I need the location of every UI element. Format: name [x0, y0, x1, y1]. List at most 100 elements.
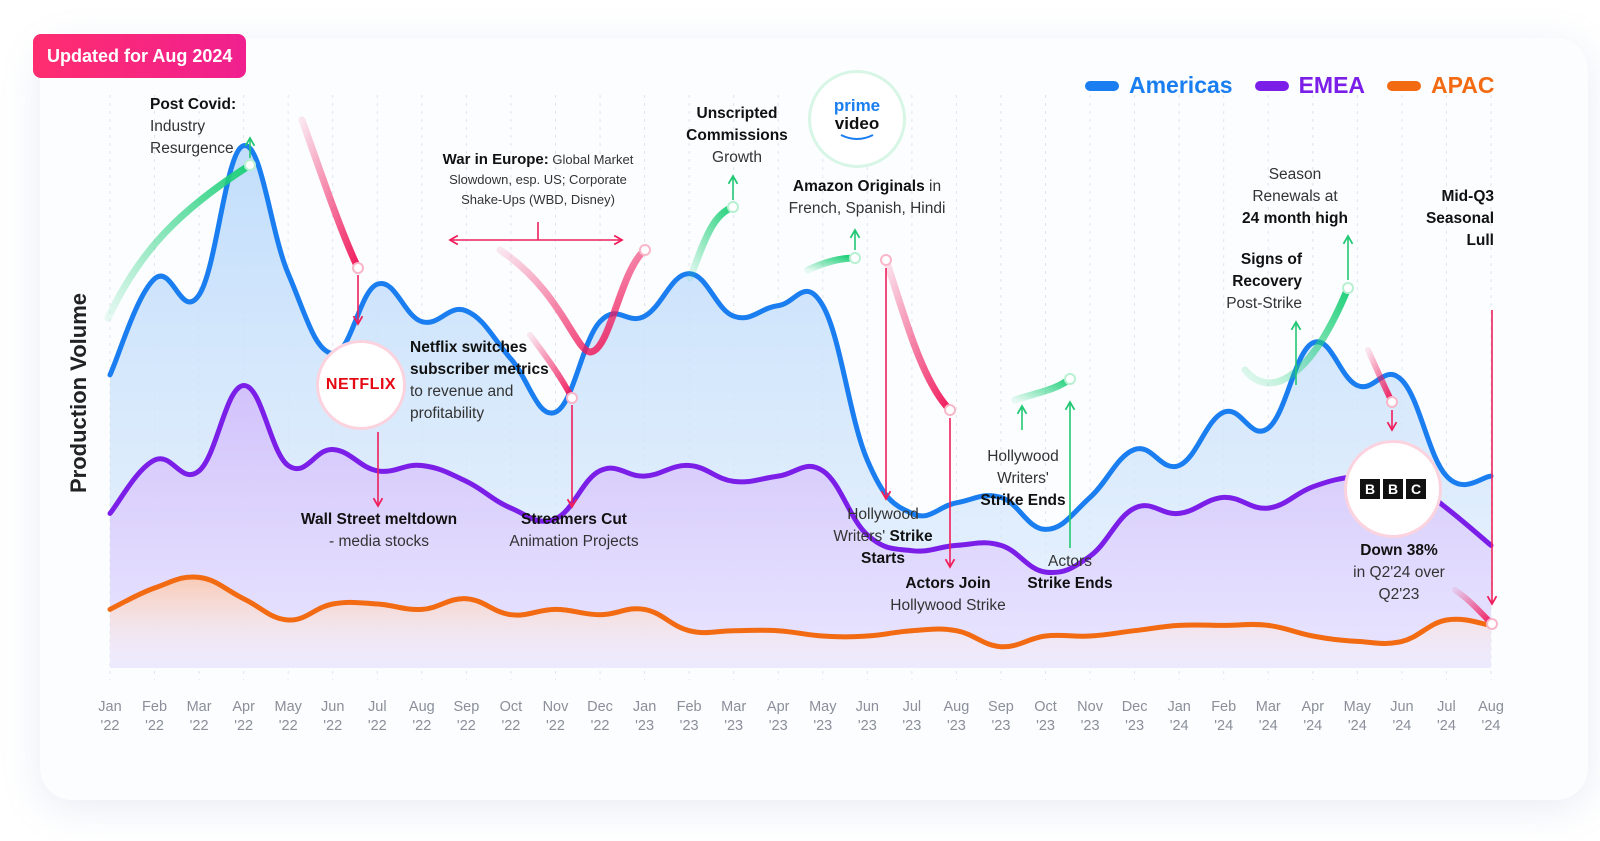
x-tick-year: '22 [189, 718, 209, 734]
trend-node [566, 392, 578, 404]
x-tick-year: '22 [234, 718, 254, 734]
trend-up-post-covid [104, 161, 254, 322]
legend-item-apac[interactable]: APAC [1387, 72, 1495, 99]
ann-bold: Lull [1466, 232, 1494, 249]
x-tick-label: Apr '22 [219, 698, 269, 736]
x-tick-label: Aug '23 [931, 698, 981, 736]
x-tick-month: Apr [1301, 699, 1325, 715]
trend-down-jun22 [298, 116, 362, 272]
legend: Americas EMEA APAC [1085, 72, 1495, 99]
x-tick-month: Sep [988, 699, 1014, 715]
annotation-streamers: Streamers Cut Animation Projects [494, 509, 654, 553]
x-tick-label: Mar '22 [174, 698, 224, 736]
ann-bold: Wall Street meltdown [300, 511, 458, 528]
x-tick-year: '24 [1436, 718, 1456, 734]
ann-line: Slowdown, esp. US; Corporate [449, 172, 627, 187]
series-line-americas[interactable] [107, 143, 1494, 532]
x-tick-year: '23 [813, 718, 833, 734]
x-tick-year: '23 [635, 718, 655, 734]
x-tick-year: '22 [590, 718, 610, 734]
ann-bold: Seasonal [1425, 210, 1494, 227]
annotation-signs: Signs of Recovery Post-Strike [1200, 249, 1302, 315]
ann-bold: Starts [861, 550, 905, 567]
trend-node [880, 254, 892, 266]
legend-label: Americas [1129, 72, 1233, 98]
ann-line: Writers' [833, 528, 886, 545]
legend-swatch [1085, 80, 1119, 91]
x-tick-label: Jan '23 [620, 698, 670, 736]
ann-line: Animation Projects [509, 533, 639, 550]
x-tick-year: '23 [857, 718, 877, 734]
x-tick-month: May [274, 699, 302, 715]
y-axis-label: Production Volume [66, 292, 91, 494]
annotation-writers-end: Hollywood Writers' Strike Ends [962, 446, 1084, 512]
trend-war-europe [496, 246, 649, 356]
x-tick-year: '24 [1347, 718, 1367, 734]
x-tick-month: Nov [542, 699, 569, 715]
legend-item-americas[interactable]: Americas [1085, 72, 1233, 99]
x-tick-month: Jun [321, 699, 345, 715]
ann-bold: Strike Ends [1027, 575, 1113, 592]
x-tick-year: '23 [1125, 718, 1145, 734]
x-tick-month: Jan [98, 699, 122, 715]
legend-swatch [1254, 80, 1289, 91]
trend-up-apr24 [1241, 284, 1352, 387]
x-tick-label: May '22 [263, 698, 313, 736]
ann-line: in [924, 178, 942, 195]
bbc-block: B [1360, 479, 1380, 499]
x-tick-month: Jun [855, 699, 879, 715]
annotation-war-europe: War in Europe: Global Market Slowdown, e… [420, 150, 656, 210]
x-tick-year: '24 [1258, 718, 1278, 734]
legend-label: APAC [1431, 72, 1495, 98]
ann-line: Hollywood [987, 448, 1059, 465]
x-tick-label: Feb '23 [664, 698, 714, 736]
trend-overlays [104, 116, 1498, 630]
x-tick-label: Nov '23 [1065, 698, 1115, 736]
trend-node [244, 159, 256, 171]
x-tick-year: '22 [546, 718, 565, 734]
x-tick-label: Nov '22 [530, 698, 580, 736]
x-tick-year: '24 [1303, 718, 1323, 734]
ann-line: Resurgence [150, 140, 234, 157]
bbc-block: B [1383, 479, 1403, 499]
series-line-apac[interactable] [107, 574, 1494, 650]
legend-item-emea[interactable]: EMEA [1254, 72, 1365, 99]
x-tick-month: Dec [1121, 699, 1148, 715]
x-tick-month: Jul [368, 699, 387, 715]
trend-node [727, 201, 739, 213]
trend-down-nov22 [527, 332, 575, 401]
trend-node [639, 244, 651, 256]
x-tick-year: '24 [1214, 718, 1234, 734]
x-tick-year: '22 [278, 718, 298, 734]
x-tick-label: Apr '24 [1288, 698, 1338, 736]
x-tick-label: Dec '23 [1110, 698, 1160, 736]
x-tick-month: Feb [1211, 699, 1237, 715]
x-tick-month: May [809, 699, 837, 715]
ann-bold: subscriber metrics [410, 361, 549, 378]
annotation-amazon: Amazon Originals in French, Spanish, Hin… [772, 176, 962, 220]
ann-line: - media stocks [329, 533, 429, 550]
x-tick-label: May '24 [1332, 698, 1382, 736]
annotation-actors-end: Actors Strike Ends [1016, 551, 1124, 595]
x-tick-label: Jun '24 [1377, 698, 1427, 736]
x-tick-month: Oct [499, 699, 523, 715]
trend-up-may23 [804, 254, 859, 274]
ann-bold: Strike [889, 528, 933, 545]
x-tick-label: Aug '22 [397, 698, 447, 736]
x-tick-label: Feb '24 [1199, 698, 1249, 736]
annotation-netflix: Netflix switches subscriber metrics to r… [410, 337, 549, 425]
x-tick-label: Jun '23 [842, 698, 892, 736]
x-tick-year: '22 [145, 718, 164, 734]
x-tick-label: Oct '22 [486, 698, 536, 736]
ann-line: Hollywood Strike [890, 597, 1006, 614]
x-tick-year: '22 [456, 718, 476, 734]
trend-up-feb23 [686, 203, 737, 282]
x-tick-month: Feb [676, 699, 702, 715]
ann-bold: Post Covid: [150, 96, 237, 113]
netflix-text: NETFLIX [325, 376, 397, 393]
ann-line: Growth [712, 149, 762, 166]
ann-bold: Actors Join [905, 575, 991, 592]
ann-bold: Recovery [1232, 273, 1302, 290]
series-line-emea[interactable] [107, 383, 1494, 576]
